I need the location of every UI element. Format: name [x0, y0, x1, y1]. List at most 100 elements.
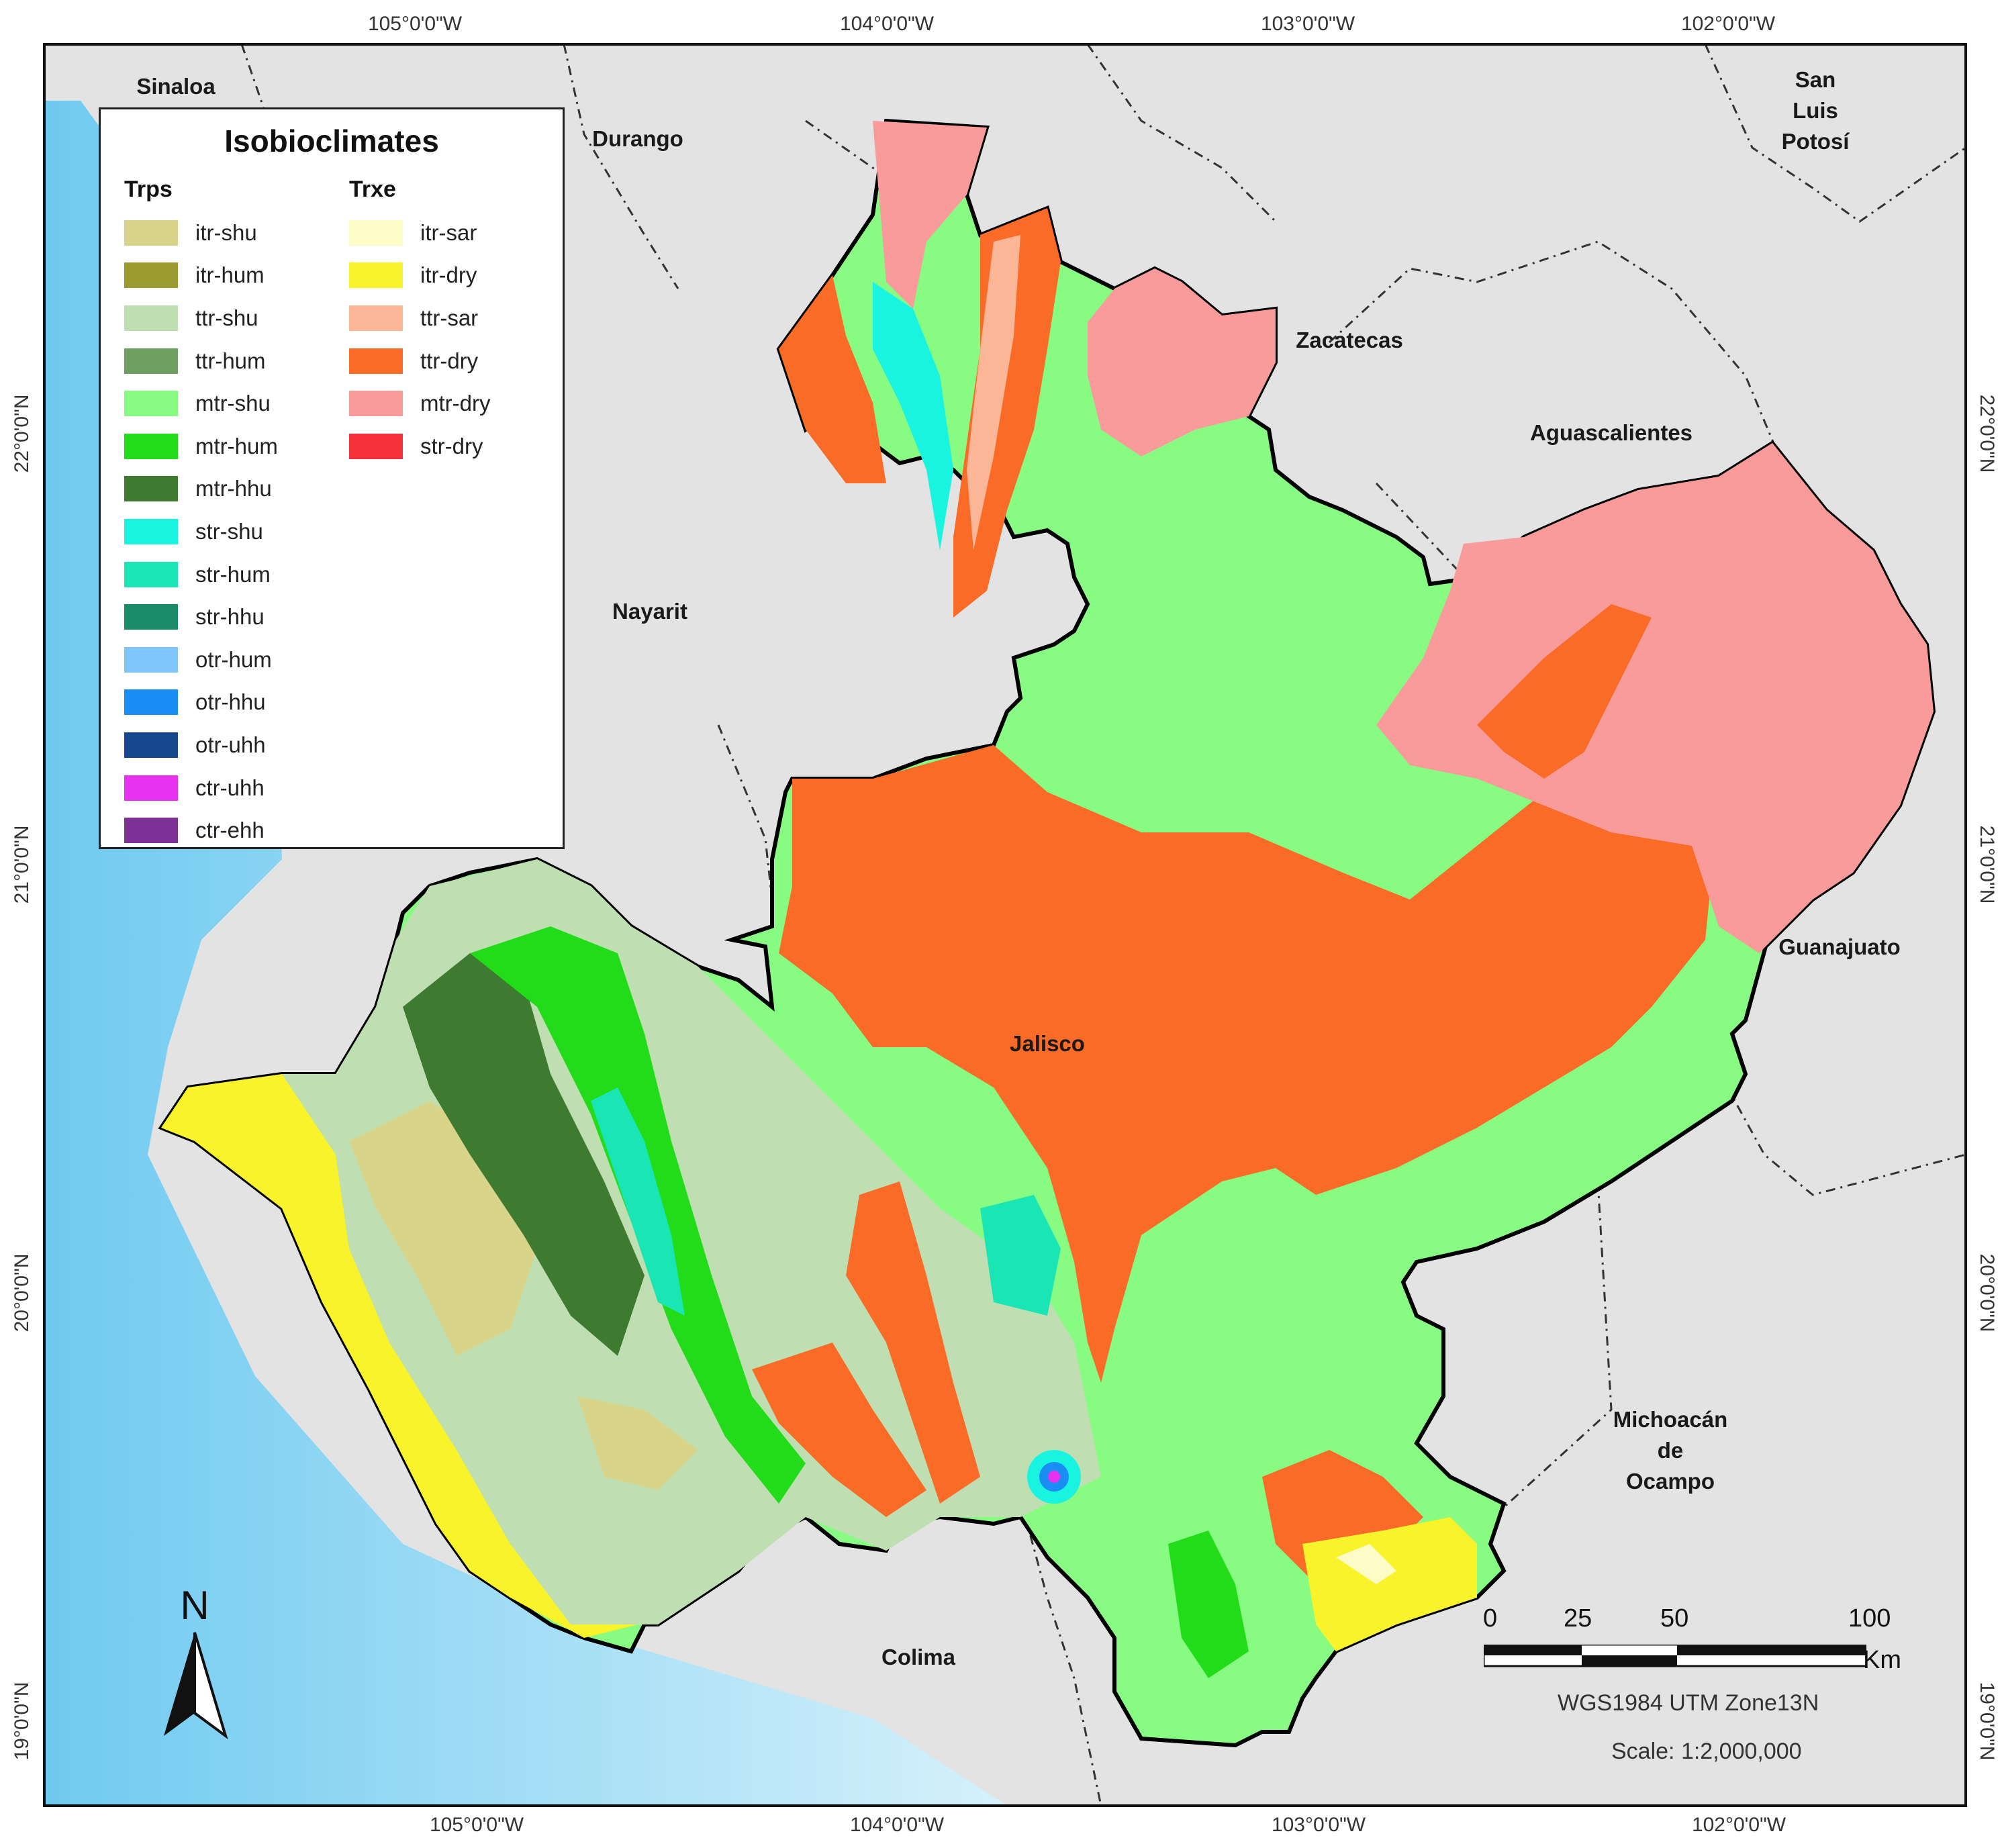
- zone-str-shu-south: [980, 1195, 1061, 1316]
- lat-right-label: 22°0'0"N: [1976, 395, 1998, 473]
- region-aguascalientes: Aguascalientes: [1530, 420, 1693, 445]
- lon-top-label: 104°0'0"W: [840, 13, 935, 35]
- legend-item: otr-hhu: [124, 681, 278, 724]
- scale-unit: Km: [1863, 1646, 1901, 1674]
- graticule: 105°0'0"W 104°0'0"W 103°0'0"W 102°0'0"W …: [11, 13, 1998, 1836]
- zone-str-shu-west: [591, 1087, 685, 1316]
- zone-ttr-dry-north: [806, 765, 1020, 886]
- zone-mtr-dry-ne: [1376, 443, 1934, 953]
- legend-item: ttr-hum: [124, 340, 278, 383]
- legend-item: itr-sar: [349, 211, 490, 254]
- lon-bottom-label: 105°0'0"W: [430, 1814, 524, 1836]
- legend-item: mtr-dry: [349, 382, 490, 425]
- legend-label: str-shu: [195, 518, 263, 544]
- region-san-luis-potosi: Potosí: [1782, 129, 1851, 154]
- jalisco-state: [158, 118, 1936, 1748]
- legend-label: itr-sar: [420, 220, 477, 245]
- legend-item: mtr-hum: [124, 425, 278, 468]
- legend-swatch: [124, 689, 178, 716]
- legend-item: ttr-shu: [124, 297, 278, 340]
- zone-mtr-dry-zac: [1088, 269, 1276, 456]
- lat-left-label: 21°0'0"N: [11, 826, 33, 904]
- region-san-luis-potosi: San: [1795, 67, 1836, 92]
- legend-item: str-hum: [124, 553, 278, 596]
- region-sinaloa: Sinaloa: [136, 74, 216, 99]
- legend-label: ttr-shu: [195, 305, 258, 330]
- zone-ttr-dry-ne: [1477, 604, 1652, 779]
- legend-swatch: [124, 561, 178, 587]
- legend-swatch: [349, 433, 403, 459]
- legend-heading: Trxe: [349, 177, 396, 202]
- lat-left-label: 22°0'0"N: [11, 395, 33, 473]
- legend-item: itr-dry: [349, 254, 490, 297]
- zone-itr-dry-coast: [161, 1074, 638, 1638]
- legend-swatch: [124, 646, 178, 673]
- zone-ttr-dry-south: [846, 1181, 980, 1504]
- legend-swatch: [349, 305, 403, 331]
- legend-heading: Trps: [124, 177, 173, 202]
- legend-label: str-dry: [420, 433, 483, 458]
- map-frame: [43, 43, 1967, 1807]
- legend-item: str-dry: [349, 425, 490, 468]
- legend-label: ctr-ehh: [195, 818, 265, 843]
- legend-label: itr-dry: [420, 262, 477, 288]
- lon-top-label: 103°0'0"W: [1261, 13, 1355, 35]
- scale-bar: 0 25 50 100 Km WGS1984 UTM Zone13N Scale…: [1477, 1604, 1907, 1806]
- legend-label: ttr-sar: [420, 305, 479, 330]
- lon-bottom-label: 103°0'0"W: [1272, 1814, 1366, 1836]
- legend-swatch: [349, 391, 403, 417]
- legend-swatch: [124, 476, 178, 502]
- legend-swatch: [124, 732, 178, 758]
- legend-swatch: [349, 220, 403, 246]
- legend-swatch: [124, 433, 178, 459]
- legend-label: otr-hum: [195, 646, 272, 672]
- legend-group-trxe: Trxe itr-sar itr-dry ttr-sar ttr-dry mtr-dry…: [349, 177, 490, 468]
- region-durango: Durango: [592, 126, 683, 151]
- lat-right-label: 20°0'0"N: [1976, 1254, 1998, 1332]
- north-arrow-shape-right: [193, 1632, 228, 1740]
- legend-label: itr-shu: [195, 220, 257, 245]
- legend-label: mtr-shu: [195, 391, 271, 416]
- lat-left-label: 19°0'0"N: [11, 1682, 33, 1761]
- zone-mtr-hum-se: [1168, 1530, 1249, 1678]
- legend-swatch: [124, 262, 178, 289]
- region-jalisco: Jalisco: [1010, 1031, 1085, 1056]
- legend-item: str-shu: [124, 510, 278, 553]
- legend-label: str-hum: [195, 561, 271, 587]
- legend-label: mtr-hum: [195, 433, 278, 458]
- legend-swatch: [124, 518, 178, 544]
- legend-label: mtr-hhu: [195, 476, 272, 501]
- zone-ttr-dry-canyon-west: [779, 275, 886, 483]
- legend-item: otr-uhh: [124, 724, 278, 767]
- zone-ctr-uhh-volcano: [1048, 1471, 1060, 1483]
- legend-label: str-hhu: [195, 604, 265, 630]
- zone-mtr-dry-canyon: [873, 121, 987, 309]
- legend-label: ttr-dry: [420, 348, 479, 373]
- lat-right-label: 21°0'0"N: [1976, 826, 1998, 904]
- legend-label: ttr-hum: [195, 348, 266, 373]
- lon-top-label: 102°0'0"W: [1681, 13, 1776, 35]
- zone-ttr-sar-canyon: [967, 235, 1020, 550]
- zone-ttr-dry-central: [779, 685, 1746, 1383]
- legend-label: mtr-dry: [420, 391, 491, 416]
- lon-bottom-label: 104°0'0"W: [850, 1814, 945, 1836]
- legend-item: itr-hum: [124, 254, 278, 297]
- north-arrow: N: [164, 1583, 228, 1740]
- legend-item: ttr-dry: [349, 340, 490, 383]
- legend-swatch: [124, 775, 178, 801]
- north-arrow-letter: N: [180, 1583, 209, 1628]
- legend-item: str-hhu: [124, 595, 278, 638]
- region-san-luis-potosi: Luis: [1793, 98, 1838, 123]
- region-michoacan: de: [1658, 1438, 1684, 1463]
- zone-itr-shu-patch: [577, 1396, 698, 1490]
- region-guanajuato: Guanajuato: [1778, 934, 1901, 959]
- north-arrow-shape-left: [164, 1633, 195, 1736]
- scale-label: Scale: 1:2,000,000: [1611, 1739, 1802, 1764]
- region-zacatecas: Zacatecas: [1296, 328, 1403, 352]
- lon-bottom-label: 102°0'0"W: [1692, 1814, 1786, 1836]
- legend-item: mtr-hhu: [124, 468, 278, 511]
- zone-mtr-hhu-west: [403, 953, 645, 1356]
- zone-itr-sar-se: [1336, 1544, 1396, 1584]
- legend-item: ttr-sar: [349, 297, 490, 340]
